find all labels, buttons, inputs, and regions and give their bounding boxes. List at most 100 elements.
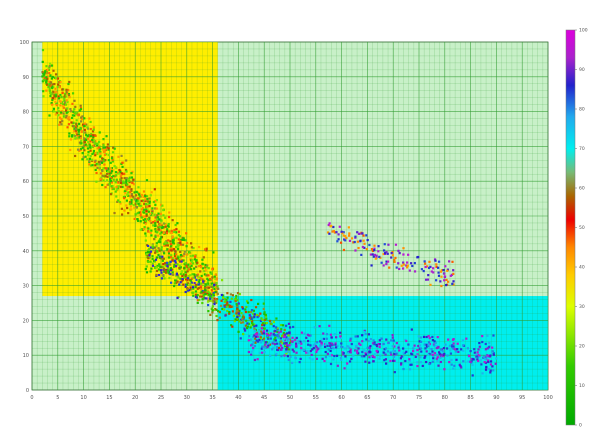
data-point <box>144 267 147 271</box>
data-point <box>178 283 181 286</box>
data-point <box>219 304 223 307</box>
data-point <box>207 298 210 301</box>
data-point <box>95 180 98 183</box>
data-point <box>234 300 237 303</box>
data-point <box>131 181 134 184</box>
data-point <box>181 238 184 241</box>
data-point <box>233 320 236 323</box>
data-point <box>158 249 161 252</box>
data-point <box>162 209 165 212</box>
data-point <box>103 146 106 149</box>
data-point <box>425 335 428 339</box>
data-point <box>358 342 361 345</box>
data-point <box>235 296 238 300</box>
data-point <box>190 264 193 267</box>
data-point <box>247 350 251 354</box>
data-point <box>141 228 144 231</box>
data-point <box>194 255 197 259</box>
data-point <box>217 287 220 290</box>
data-point <box>204 283 207 286</box>
data-point <box>260 327 263 330</box>
data-point <box>239 318 243 321</box>
data-point <box>236 309 239 313</box>
data-point <box>285 345 289 349</box>
data-point <box>146 250 149 254</box>
data-point <box>252 323 255 326</box>
data-point <box>57 110 60 113</box>
data-point <box>281 342 284 345</box>
data-point <box>279 337 283 340</box>
data-point <box>356 335 359 338</box>
data-point <box>276 348 280 352</box>
data-point <box>419 336 423 339</box>
data-point <box>198 298 201 301</box>
data-point <box>162 257 166 260</box>
data-point <box>261 345 264 348</box>
data-point <box>137 199 140 203</box>
data-point <box>411 264 414 268</box>
data-point <box>46 77 49 80</box>
data-point <box>171 257 174 260</box>
data-point <box>364 332 367 336</box>
data-point <box>482 355 486 358</box>
data-point <box>245 300 249 303</box>
data-point <box>236 318 240 321</box>
data-point <box>491 365 494 368</box>
data-point <box>436 356 439 359</box>
data-point <box>373 253 377 257</box>
data-point <box>199 277 202 280</box>
data-point <box>167 239 170 242</box>
data-point <box>386 252 389 255</box>
data-point <box>278 342 281 345</box>
data-point <box>384 347 388 350</box>
data-point <box>206 277 209 280</box>
data-point <box>163 269 167 272</box>
data-point <box>288 344 291 347</box>
data-point <box>194 290 198 293</box>
data-point <box>427 266 431 270</box>
data-point <box>200 290 203 293</box>
data-point <box>199 264 202 268</box>
data-point <box>335 231 338 234</box>
data-point <box>194 293 198 296</box>
data-point <box>159 223 162 226</box>
data-point <box>280 348 283 351</box>
data-point <box>484 368 488 371</box>
data-point <box>418 340 421 343</box>
data-point <box>399 357 402 360</box>
data-point <box>321 357 324 360</box>
data-point <box>489 363 493 366</box>
data-point <box>335 354 339 357</box>
data-point <box>43 71 47 74</box>
data-point <box>231 294 235 297</box>
data-point <box>440 275 443 278</box>
data-point <box>102 146 105 149</box>
data-point <box>123 177 126 180</box>
data-point <box>175 256 178 259</box>
data-point <box>247 322 250 325</box>
data-point <box>175 281 178 285</box>
data-point <box>113 211 116 215</box>
data-point <box>257 314 260 318</box>
data-point <box>484 357 487 360</box>
data-point <box>119 169 122 172</box>
data-point <box>205 266 208 269</box>
data-point <box>107 148 110 151</box>
data-point <box>428 342 431 346</box>
data-point <box>377 245 380 248</box>
data-point <box>420 350 423 353</box>
data-point <box>209 277 212 281</box>
data-point <box>363 242 366 245</box>
data-point <box>83 137 86 140</box>
data-point <box>465 337 468 340</box>
data-point <box>169 245 172 248</box>
data-point <box>394 256 397 260</box>
data-point <box>197 275 200 278</box>
data-point <box>170 229 173 232</box>
data-point <box>394 243 398 246</box>
data-point <box>197 280 201 283</box>
data-point <box>421 364 424 368</box>
data-point <box>61 88 64 91</box>
data-point <box>159 248 162 251</box>
colorbar-tick-label: 30 <box>579 304 585 310</box>
